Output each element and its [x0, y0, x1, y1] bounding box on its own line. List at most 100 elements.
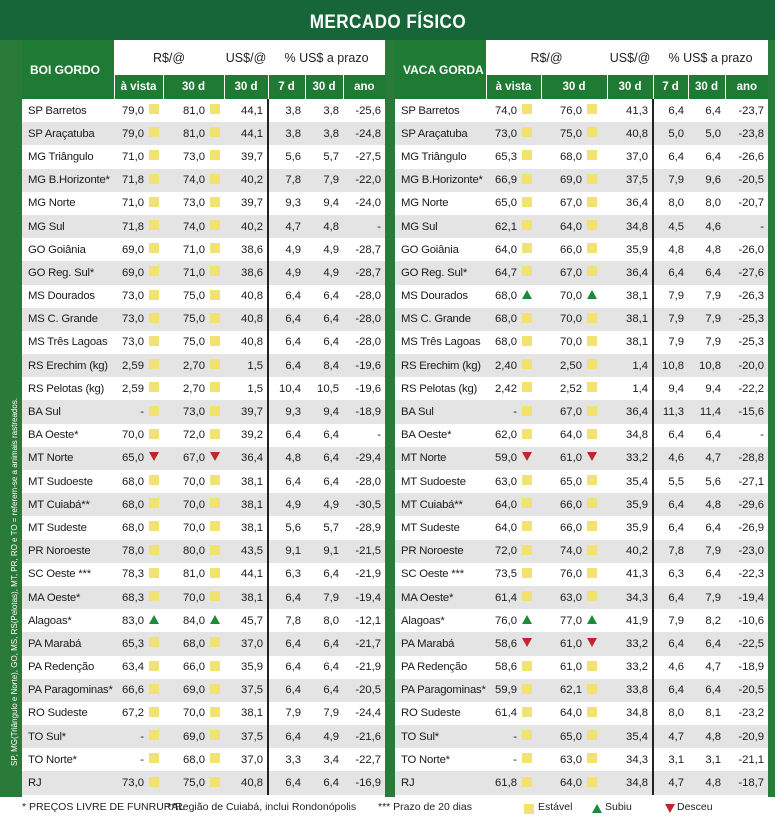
- real-30d-value: 66,0: [183, 661, 205, 674]
- prazo-30d-value: 6,4: [688, 632, 726, 656]
- prazo-30d-value: 3,1: [705, 753, 722, 766]
- real-30d-header: 30 d: [162, 75, 225, 99]
- prazo-7d-value: 5,5: [652, 470, 689, 494]
- prazo-30d-value: 6,4: [323, 661, 340, 674]
- avista-trend: [148, 470, 163, 493]
- real-30d-trend: [209, 516, 224, 539]
- prazo-7d-value: 6,3: [652, 562, 689, 586]
- table-row: PA Redenção 63,4 66,0 35,9 6,4 6,4 -21,9: [22, 655, 385, 679]
- real-30d-trend: [586, 632, 608, 656]
- real-30d-trend: [586, 377, 607, 400]
- real-30d-trend: [586, 493, 608, 517]
- prazo-7d-value: 6,4: [652, 423, 689, 447]
- prazo-7d-value: 4,5: [652, 214, 689, 239]
- usd-30d-value: 40,2: [224, 214, 269, 239]
- region-cell: MG Triângulo: [401, 150, 467, 163]
- real-30d-trend: [209, 632, 225, 656]
- usd-30d-value: 37,0: [626, 150, 649, 163]
- table-row: MS Três Lagoas 68,0 70,0 38,1 7,9 7,9 -25,3: [395, 330, 768, 355]
- avista-trend: [148, 99, 163, 122]
- avista-value: 69,0: [122, 243, 144, 256]
- table-row: SP Araçatuba 79,0 81,0 44,1 3,8 3,8 -24,8: [22, 122, 385, 146]
- avista-value: 72,0: [486, 539, 521, 563]
- usd-30d-value: 35,9: [626, 521, 649, 534]
- prazo-30d-value: 9,6: [688, 168, 726, 192]
- prazo-30d-value: 7,9: [705, 336, 722, 349]
- stable-icon: [210, 312, 220, 323]
- prazo-7d-value: 9,3: [267, 191, 306, 215]
- real-30d-trend: [209, 771, 225, 795]
- avista-trend: [148, 331, 163, 354]
- region-cell: MS Três Lagoas: [28, 336, 108, 349]
- real-30d-value: 2,70: [163, 354, 209, 378]
- avista-trend: [521, 122, 541, 146]
- real-30d-trend: [586, 516, 607, 539]
- avista-value: 66,9: [486, 168, 521, 192]
- prazo-7d-value: 9,1: [267, 539, 306, 563]
- prazo-30d-value: 6,4: [323, 336, 340, 349]
- real-30d-value: 69,0: [163, 678, 209, 702]
- usd-30d-value: 40,8: [241, 290, 264, 303]
- usd-30d-value: 41,3: [626, 568, 649, 581]
- prazo-ano-value: -28,7: [355, 243, 382, 256]
- region-cell: PR Noroeste: [22, 539, 114, 563]
- avista-trend: [521, 725, 541, 749]
- prazo-7d-value: 4,6: [652, 446, 689, 470]
- prazo-ano-value: -24,4: [355, 707, 382, 720]
- prazo-30d-value: 6,4: [688, 678, 726, 702]
- region-cell: RS Pelotas (kg): [401, 382, 478, 395]
- region-cell: PA Redenção: [401, 661, 468, 674]
- real-30d-trend: [586, 99, 607, 122]
- prazo-ano-value: -19,6: [355, 382, 382, 395]
- real-30d-value: 70,0: [183, 521, 205, 534]
- avista-trend: [521, 702, 541, 725]
- avista-value: 68,0: [122, 475, 144, 488]
- stable-icon: [210, 150, 220, 161]
- usd-30d-value: 38,1: [607, 307, 654, 331]
- prazo-7d-value: 10,8: [652, 354, 689, 378]
- real-30d-value: 75,0: [163, 307, 209, 331]
- usd-30d-value: 33,2: [626, 661, 649, 674]
- prazo-30d-value: 4,8: [305, 214, 344, 239]
- real-30d-trend: [586, 702, 607, 725]
- usd-30d-value: 37,0: [224, 632, 269, 656]
- prazo-30d-value: 6,4: [305, 678, 344, 702]
- prazo-30d-value: 6,4: [323, 475, 340, 488]
- real-30d-trend: [586, 145, 607, 168]
- prazo-7d-value: 9,4: [652, 377, 689, 401]
- real-30d-trend: [209, 331, 224, 354]
- avista-trend: [521, 470, 541, 493]
- prazo-30d-value: 6,4: [305, 446, 344, 470]
- table-row: MT Cuiabá** 64,0 66,0 35,9 6,4 4,8 -29,6: [395, 493, 768, 517]
- table-row: MT Sudoeste 68,0 70,0 38,1 6,4 6,4 -28,0: [22, 470, 385, 494]
- table-row: TO Sul* -65,0 35,4 4,7 4,8 -20,9: [395, 725, 768, 749]
- real-30d-trend: [209, 261, 225, 285]
- stable-icon: [522, 730, 532, 741]
- table-row: MS Dourados 68,0 70,0 38,1 7,9 7,9 -26,3: [395, 284, 768, 308]
- avista-trend: [521, 678, 541, 702]
- prazo-30d-value: 4,7: [705, 661, 722, 674]
- region-cell: SP Barretos: [28, 104, 87, 117]
- avista-value: 79,0: [122, 104, 144, 117]
- avista-value: -: [114, 400, 148, 424]
- avista-trend: [521, 400, 541, 424]
- prazo-7d-value: 6,4: [267, 470, 306, 494]
- stable-icon: [522, 753, 532, 764]
- prazo-7d-value: 3,3: [267, 748, 306, 772]
- stable-icon: [587, 382, 597, 393]
- avista-value: 68,0: [486, 307, 521, 331]
- avista-value: 71,8: [114, 214, 148, 239]
- real-30d-value: 2,50: [541, 354, 586, 378]
- prazo-ano-value: -27,6: [725, 261, 768, 285]
- real-30d-trend: [586, 192, 607, 215]
- prazo-ano-value: -28,7: [343, 261, 385, 285]
- prazo-7d-value: 7,9: [652, 168, 689, 192]
- real-30d-trend: [209, 145, 224, 168]
- avista-value: 74,0: [495, 104, 517, 117]
- prazo-30d-value: 5,7: [323, 521, 340, 534]
- usd-30d-value: 36,4: [224, 446, 269, 470]
- prazo-ano-value: -16,9: [343, 771, 385, 795]
- avista-value: 61,8: [486, 771, 521, 795]
- prazo-ano-value: -28,0: [355, 475, 382, 488]
- avista-trend: [521, 331, 541, 354]
